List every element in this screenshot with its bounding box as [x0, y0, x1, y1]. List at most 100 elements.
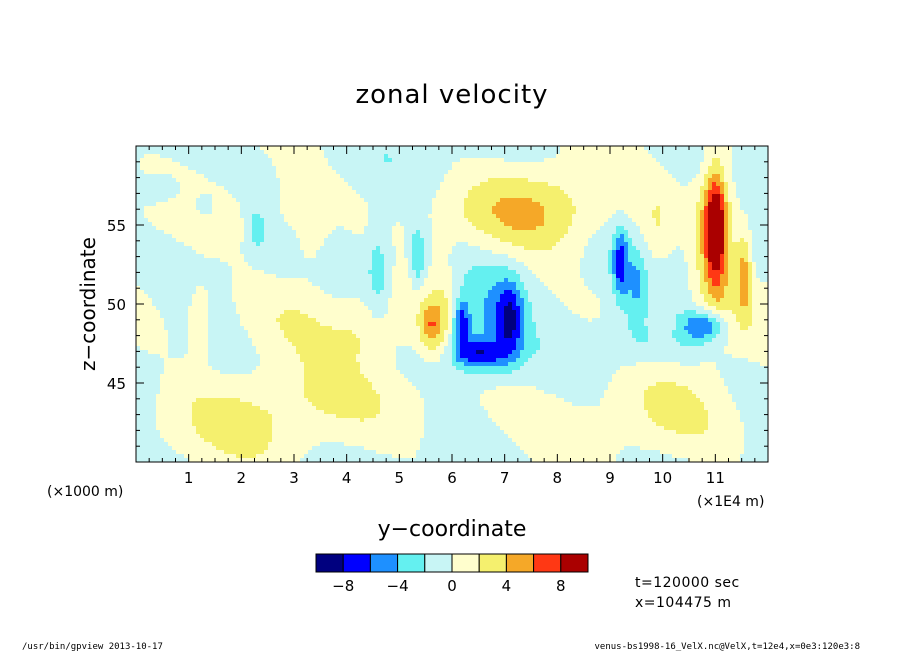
- field-cell: [248, 186, 252, 190]
- field-cell: [168, 226, 172, 230]
- field-cell: [144, 246, 148, 250]
- field-cell: [184, 250, 188, 254]
- field-cell: [648, 226, 652, 230]
- field-cell: [572, 202, 576, 206]
- field-cell: [464, 238, 468, 242]
- field-cell: [228, 182, 232, 186]
- field-cell: [504, 230, 508, 234]
- field-cell: [676, 154, 680, 158]
- field-cell: [344, 190, 348, 194]
- field-cell: [548, 146, 552, 150]
- field-cell: [344, 154, 348, 158]
- field-cell: [164, 198, 168, 202]
- field-cell: [440, 222, 444, 226]
- field-cell: [520, 214, 524, 218]
- field-cell: [328, 254, 332, 258]
- field-cell: [472, 242, 476, 246]
- field-cell: [192, 250, 196, 254]
- field-cell: [616, 146, 620, 150]
- field-cell: [492, 186, 496, 190]
- field-cell: [424, 242, 428, 246]
- field-cell: [456, 246, 460, 250]
- field-cell: [716, 246, 720, 250]
- field-cell: [384, 178, 388, 182]
- field-cell: [288, 214, 292, 218]
- field-cell: [412, 226, 416, 230]
- field-cell: [516, 230, 520, 234]
- field-cell: [716, 218, 720, 222]
- field-cell: [676, 210, 680, 214]
- field-cell: [180, 206, 184, 210]
- field-cell: [156, 174, 160, 178]
- field-cell: [616, 154, 620, 158]
- field-cell: [508, 198, 512, 202]
- field-cell: [496, 154, 500, 158]
- field-cell: [744, 246, 748, 250]
- field-cell: [708, 190, 712, 194]
- field-cell: [324, 230, 328, 234]
- field-cell: [168, 222, 172, 226]
- field-cell: [532, 250, 536, 254]
- field-cell: [256, 218, 260, 222]
- field-cell: [368, 226, 372, 230]
- field-cell: [384, 190, 388, 194]
- field-cell: [256, 150, 260, 154]
- field-cell: [540, 242, 544, 246]
- field-cell: [296, 170, 300, 174]
- field-cell: [580, 166, 584, 170]
- field-cell: [344, 186, 348, 190]
- field-cell: [224, 230, 228, 234]
- field-cell: [348, 194, 352, 198]
- field-cell: [372, 174, 376, 178]
- field-cell: [556, 210, 560, 214]
- field-cell: [240, 158, 244, 162]
- field-cell: [664, 234, 668, 238]
- field-cell: [428, 162, 432, 166]
- field-cell: [416, 166, 420, 170]
- field-cell: [644, 182, 648, 186]
- field-cell: [460, 206, 464, 210]
- field-cell: [604, 234, 608, 238]
- field-cell: [752, 166, 756, 170]
- field-cell: [736, 202, 740, 206]
- field-cell: [692, 182, 696, 186]
- field-cell: [560, 186, 564, 190]
- field-cell: [480, 194, 484, 198]
- field-cell: [224, 246, 228, 250]
- field-cell: [472, 166, 476, 170]
- field-cell: [668, 214, 672, 218]
- field-cell: [756, 250, 760, 254]
- field-cell: [184, 210, 188, 214]
- field-cell: [376, 190, 380, 194]
- field-cell: [228, 158, 232, 162]
- field-cell: [460, 210, 464, 214]
- field-cell: [184, 242, 188, 246]
- field-cell: [528, 174, 532, 178]
- field-cell: [596, 242, 600, 246]
- field-cell: [344, 238, 348, 242]
- field-cell: [296, 202, 300, 206]
- field-cell: [524, 222, 528, 226]
- field-cell: [188, 234, 192, 238]
- field-cell: [208, 166, 212, 170]
- field-cell: [628, 214, 632, 218]
- field-cell: [684, 154, 688, 158]
- field-cell: [412, 170, 416, 174]
- field-cell: [604, 210, 608, 214]
- field-cell: [428, 186, 432, 190]
- field-cell: [580, 254, 584, 258]
- field-cell: [620, 254, 624, 258]
- field-cell: [664, 186, 668, 190]
- field-cell: [324, 226, 328, 230]
- field-cell: [184, 186, 188, 190]
- field-cell: [472, 254, 476, 258]
- field-cell: [516, 174, 520, 178]
- field-cell: [248, 202, 252, 206]
- field-cell: [628, 218, 632, 222]
- field-cell: [184, 194, 188, 198]
- field-cell: [584, 254, 588, 258]
- field-cell: [248, 242, 252, 246]
- field-cell: [196, 250, 200, 254]
- field-cell: [268, 178, 272, 182]
- field-cell: [576, 170, 580, 174]
